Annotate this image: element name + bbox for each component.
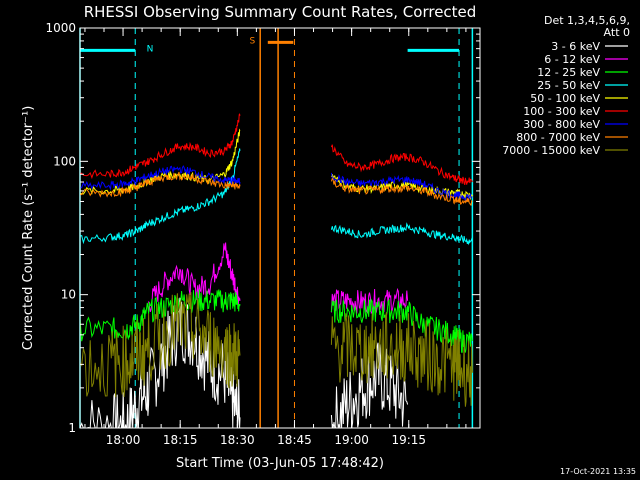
plot-frame: [79, 27, 481, 429]
x-tick-label: 18:45: [277, 433, 312, 447]
legend-entry-label: 3 - 6 keV: [551, 40, 600, 53]
legend-entry-label: 50 - 100 keV: [530, 92, 600, 105]
series-7000-15000-kev-line: [330, 312, 473, 407]
legend-entry-label: 12 - 25 keV: [537, 66, 600, 79]
chart-title: RHESSI Observing Summary Count Rates, Co…: [84, 3, 477, 21]
x-axis-label: Start Time (03-Jun-05 17:48:42): [176, 456, 384, 471]
timestamp: 17-Oct-2021 13:35: [560, 467, 636, 476]
series-800-7000-kev-line: [79, 171, 241, 198]
y-tick-label: 100: [53, 154, 76, 168]
y-tick-label: 10: [61, 288, 76, 302]
legend-header: Det 1,3,4,5,6,9,: [544, 14, 630, 27]
y-tick-label: 1: [68, 421, 76, 435]
x-tick-label: 18:30: [220, 433, 255, 447]
legend-header: Att 0: [604, 26, 630, 39]
legend-entry-label: 300 - 800 keV: [523, 118, 600, 131]
series-6-12-kev-line: [148, 242, 241, 312]
series-25-50-kev: [79, 148, 473, 246]
y-tick-label: 1000: [45, 21, 76, 35]
x-tick-label: 19:15: [391, 433, 426, 447]
series-100-300-kev: [79, 113, 473, 186]
series-7000-15000-kev: [79, 292, 473, 407]
series-25-50-kev-line: [79, 148, 241, 245]
series-800-7000-kev-line: [330, 177, 473, 206]
n-marker-label: N: [147, 44, 154, 54]
legend-entry-label: 800 - 7000 keV: [516, 131, 600, 144]
y-axis-label: Corrected Count Rate (s⁻¹ detector⁻¹): [21, 106, 36, 351]
x-tick-label: 19:00: [334, 433, 369, 447]
x-tick-label: 18:00: [106, 433, 141, 447]
series-300-800-kev-line: [80, 165, 241, 191]
series-50-100-kev-line: [79, 128, 241, 195]
axes-layer: 18:00 18:15 18:30 18:45 19:00 19:15 1 10 100 1000: [45, 21, 480, 447]
series-7000-15000-kev-line: [79, 292, 241, 398]
series-12-25-kev-line: [330, 298, 473, 353]
legend-entry-label: 100 - 300 keV: [523, 105, 600, 118]
series-100-300-kev-line: [79, 113, 241, 180]
series-25-50-kev-line: [330, 222, 473, 246]
series-layer: [79, 113, 473, 429]
series-100-300-kev-line: [330, 144, 473, 186]
x-tick-label: 18:15: [163, 433, 198, 447]
series-800-7000-kev: [79, 171, 473, 206]
series-3-6-kev-line: [330, 342, 409, 429]
s-marker-label: S: [250, 36, 256, 46]
legend-entry-label: 6 - 12 keV: [544, 53, 600, 66]
legend-entry-label: 7000 - 15000 keV: [502, 144, 600, 157]
legend-entry-label: 25 - 50 keV: [537, 79, 600, 92]
